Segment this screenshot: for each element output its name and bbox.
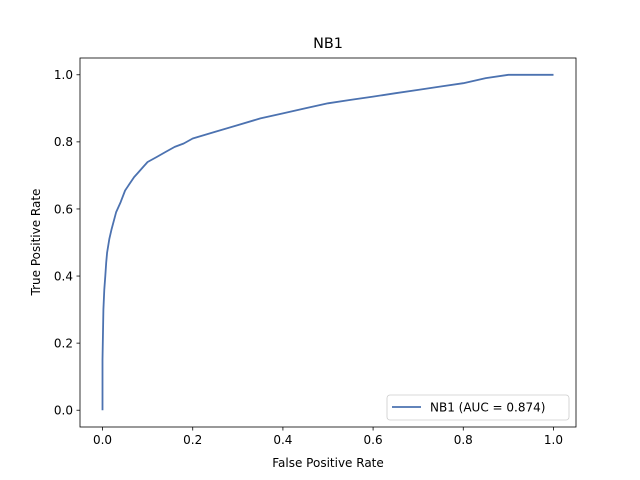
y-tick-label: 0.4 <box>54 269 73 283</box>
y-axis-label: True Positive Rate <box>29 189 43 297</box>
y-tick-label: 0.0 <box>54 404 73 418</box>
y-tick-label: 0.2 <box>54 336 73 350</box>
y-tick-label: 1.0 <box>54 68 73 82</box>
y-tick-label: 0.8 <box>54 135 73 149</box>
legend: NB1 (AUC = 0.874) <box>386 394 570 421</box>
x-axis-ticks: 0.0 0.2 0.4 0.6 0.8 1.0 <box>93 427 563 447</box>
x-tick-label: 1.0 <box>544 433 563 447</box>
legend-box <box>386 394 570 421</box>
x-tick-label: 0.8 <box>454 433 473 447</box>
legend-label: NB1 (AUC = 0.874) <box>430 401 545 415</box>
x-tick-label: 0.2 <box>183 433 202 447</box>
x-tick-label: 0.0 <box>93 433 112 447</box>
x-tick-label: 0.4 <box>273 433 292 447</box>
roc-curve-line <box>101 73 554 411</box>
y-tick-label: 0.6 <box>54 202 73 216</box>
chart-title: NB1 <box>313 36 343 52</box>
plot-frame <box>79 57 577 428</box>
x-tick-label: 0.6 <box>364 433 383 447</box>
x-axis-label: False Positive Rate <box>272 456 384 470</box>
y-axis-ticks: 0.0 0.2 0.4 0.6 0.8 1.0 <box>54 68 80 418</box>
